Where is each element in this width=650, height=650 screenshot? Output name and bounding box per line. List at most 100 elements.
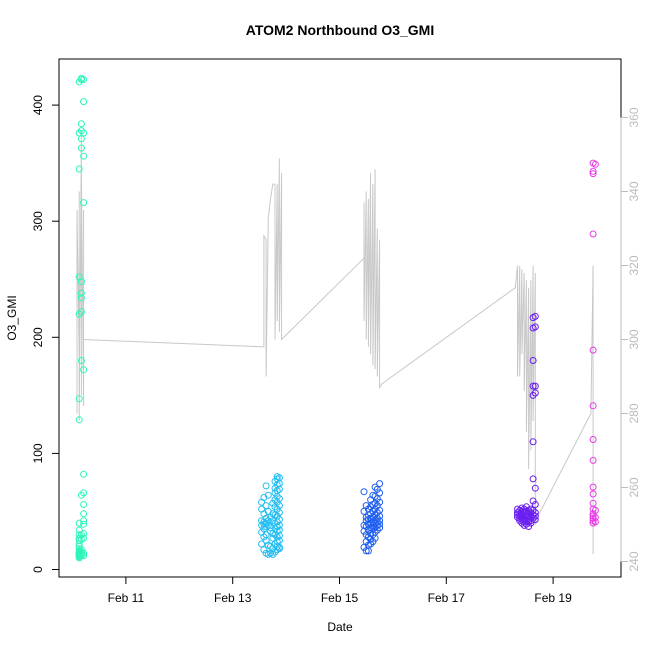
data-point-series-1 bbox=[77, 308, 85, 316]
data-point-series-1 bbox=[80, 549, 88, 557]
data-point-series-2 bbox=[275, 495, 283, 503]
data-point-series-5 bbox=[589, 167, 597, 175]
data-point-series-4 bbox=[529, 391, 537, 399]
data-point-series-1 bbox=[80, 199, 88, 207]
data-point-series-5 bbox=[589, 436, 597, 443]
data-point-series-3 bbox=[371, 492, 379, 500]
y-tick-label: 200 bbox=[31, 327, 45, 347]
data-point-series-5 bbox=[589, 456, 597, 464]
data-point-series-3 bbox=[376, 524, 384, 532]
data-point-series-1 bbox=[77, 357, 85, 364]
data-point-series-2 bbox=[273, 518, 281, 526]
data-point-series-3 bbox=[373, 514, 381, 522]
data-point-series-2 bbox=[275, 545, 283, 553]
data-point-series-2 bbox=[260, 533, 268, 541]
data-point-series-2 bbox=[264, 521, 272, 529]
data-point-series-3 bbox=[369, 521, 377, 529]
x-tick-label: Feb 13 bbox=[214, 591, 252, 605]
data-point-series-3 bbox=[373, 495, 381, 503]
data-point-series-1 bbox=[77, 289, 85, 297]
data-point-series-1 bbox=[80, 517, 88, 525]
data-point-series-5 bbox=[591, 160, 599, 168]
scatter-points-layer bbox=[75, 74, 599, 562]
data-point-series-2 bbox=[275, 509, 283, 517]
data-point-series-3 bbox=[371, 511, 379, 519]
data-point-series-1 bbox=[75, 129, 83, 137]
data-point-series-5 bbox=[591, 518, 599, 526]
data-point-series-2 bbox=[275, 532, 283, 540]
data-point-series-2 bbox=[271, 489, 279, 497]
data-point-series-3 bbox=[373, 526, 381, 534]
data-point-series-2 bbox=[269, 534, 277, 542]
y2-tick-label: 280 bbox=[627, 403, 641, 423]
data-point-series-1 bbox=[80, 366, 88, 374]
data-point-series-1 bbox=[77, 127, 85, 135]
data-point-series-4 bbox=[529, 357, 537, 364]
data-point-series-1 bbox=[80, 152, 88, 160]
data-point-series-4 bbox=[527, 509, 535, 517]
data-point-series-1 bbox=[77, 76, 85, 84]
data-point-series-1 bbox=[77, 278, 85, 286]
data-point-series-4 bbox=[531, 389, 539, 397]
data-point-series-4 bbox=[527, 517, 535, 525]
data-point-series-2 bbox=[275, 537, 283, 544]
data-point-series-1 bbox=[80, 534, 88, 542]
line-series-layer bbox=[76, 135, 594, 555]
x-axis-label: Date bbox=[327, 620, 353, 634]
data-point-series-3 bbox=[367, 540, 375, 548]
data-point-series-2 bbox=[271, 531, 279, 539]
data-point-series-1 bbox=[77, 144, 85, 152]
data-point-series-2 bbox=[262, 502, 270, 510]
data-point-series-1 bbox=[77, 294, 85, 302]
data-point-series-2 bbox=[262, 482, 270, 490]
data-point-series-1 bbox=[80, 530, 88, 537]
data-point-series-1 bbox=[75, 165, 83, 173]
data-point-series-2 bbox=[275, 485, 283, 493]
data-point-series-3 bbox=[362, 502, 370, 510]
data-point-series-3 bbox=[362, 513, 370, 521]
data-point-series-1 bbox=[80, 98, 88, 106]
data-point-series-3 bbox=[373, 485, 381, 493]
x-tick-label: Feb 15 bbox=[321, 591, 359, 605]
data-point-series-1 bbox=[75, 310, 83, 318]
data-point-series-3 bbox=[364, 547, 372, 555]
data-point-series-1 bbox=[75, 395, 83, 403]
y2-tick-label: 360 bbox=[627, 107, 641, 127]
data-point-series-1 bbox=[80, 470, 88, 478]
data-point-series-2 bbox=[275, 502, 283, 510]
data-point-series-3 bbox=[376, 512, 384, 520]
data-point-series-2 bbox=[269, 517, 277, 525]
data-point-series-2 bbox=[271, 484, 279, 492]
data-point-series-4 bbox=[531, 512, 539, 520]
data-point-series-1 bbox=[80, 76, 88, 84]
plot-frame bbox=[58, 58, 622, 578]
data-point-series-2 bbox=[264, 491, 272, 499]
data-point-series-3 bbox=[376, 520, 384, 528]
data-point-series-1 bbox=[80, 552, 88, 560]
data-point-series-3 bbox=[371, 524, 379, 532]
y2-tick-label: 240 bbox=[627, 551, 641, 571]
data-point-series-5 bbox=[589, 230, 597, 238]
data-point-series-3 bbox=[376, 489, 384, 497]
right-axis-line bbox=[76, 135, 594, 555]
data-point-series-4 bbox=[529, 497, 537, 505]
x-tick-label: Feb 11 bbox=[108, 591, 145, 605]
data-point-series-2 bbox=[271, 540, 279, 548]
data-point-series-4 bbox=[531, 484, 539, 492]
data-point-series-4 bbox=[531, 516, 539, 524]
data-point-series-3 bbox=[371, 483, 379, 491]
x-tick-label: Feb 19 bbox=[534, 591, 572, 605]
y-axis-label: O3_GMI bbox=[5, 295, 19, 340]
data-point-series-3 bbox=[362, 523, 370, 530]
y-tick-label: 0 bbox=[31, 566, 45, 573]
y-tick-label: 100 bbox=[31, 443, 45, 463]
data-point-series-4 bbox=[531, 501, 539, 508]
data-point-series-1 bbox=[80, 510, 88, 518]
y-axis-right: 240 260 280 300 320 340 360 bbox=[620, 107, 641, 572]
data-point-series-3 bbox=[369, 531, 377, 539]
data-point-series-5 bbox=[589, 346, 597, 354]
data-point-series-5 bbox=[589, 402, 597, 410]
data-point-series-1 bbox=[80, 520, 88, 528]
data-point-series-3 bbox=[376, 480, 384, 488]
